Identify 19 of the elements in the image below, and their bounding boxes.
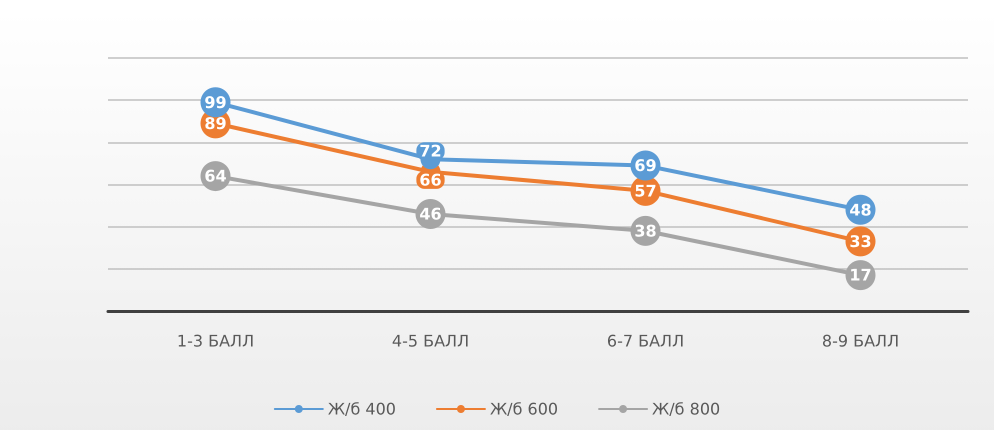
- data-label: 64: [204, 166, 227, 186]
- data-label: 66: [419, 170, 442, 190]
- x-tick-label: 4-5 БАЛЛ: [392, 332, 470, 350]
- data-label: 57: [634, 181, 657, 200]
- data-label: 33: [849, 232, 872, 251]
- data-label: 89: [204, 114, 227, 133]
- legend-label: Ж/б 800: [652, 400, 720, 418]
- x-tick-label: 8-9 БАЛЛ: [822, 332, 900, 350]
- data-label: 17: [849, 266, 872, 285]
- data-label: 72: [419, 142, 442, 161]
- legend-label: Ж/б 400: [328, 400, 396, 418]
- data-label: 69: [634, 156, 657, 176]
- data-label: 38: [634, 221, 657, 240]
- x-tick-label: 6-7 БАЛЛ: [606, 332, 684, 350]
- x-tick-label: 1-3 БАЛЛ: [176, 332, 254, 350]
- data-label: 99: [204, 92, 227, 112]
- data-label: 48: [849, 200, 872, 220]
- legend-label: Ж/б 600: [490, 400, 558, 418]
- data-label: 46: [419, 204, 442, 224]
